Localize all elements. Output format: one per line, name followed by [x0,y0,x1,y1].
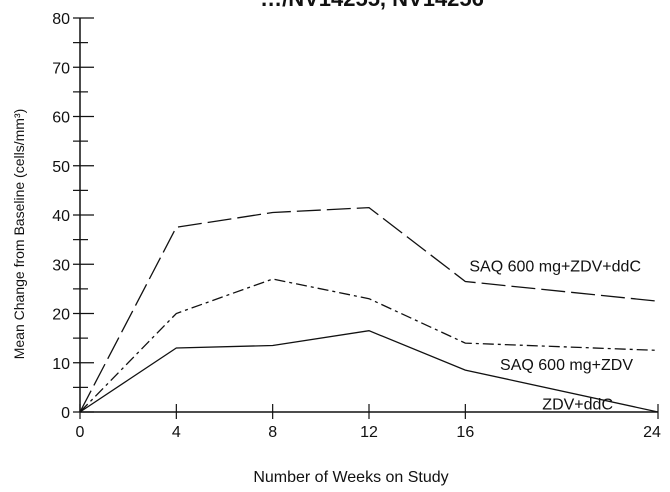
chart-title: …/NV14255, NV14256 [260,0,484,11]
x-tick-label: 16 [456,424,474,441]
x-tick-label: 24 [643,424,661,441]
series-label-2: SAQ 600 mg+ZDV [500,357,633,374]
y-tick-label: 80 [52,11,70,28]
y-tick-label: 20 [52,307,70,324]
y-tick-label: 70 [52,60,70,77]
y-tick-label: 50 [52,159,70,176]
series-labels: SAQ 600 mg+ZDV+ddC SAQ 600 mg+ZDV ZDV+ddC [469,259,641,414]
y-tick-label: 60 [52,110,70,127]
series-line-2 [79,278,659,413]
series-lines [79,206,659,413]
y-axis-label: Mean Change from Baseline (cells/mm³) [11,109,27,360]
series-line-1 [79,206,659,413]
x-tick-label: 8 [268,424,277,441]
series-label-1: SAQ 600 mg+ZDV+ddC [469,259,641,276]
x-tick-label: 12 [360,424,378,441]
x-tick-label: 4 [172,424,181,441]
y-tick-label: 10 [52,356,70,373]
series-line-3 [79,330,659,413]
axes: 0 10 20 30 40 50 60 70 80 0 4 8 12 16 24 [52,11,661,441]
x-axis-label: Number of Weeks on Study [253,469,448,486]
y-tick-label: 30 [52,257,70,274]
y-tick-label: 40 [52,208,70,225]
series-label-3: ZDV+ddC [542,397,613,414]
x-tick-label: 0 [76,424,85,441]
y-tick-label: 0 [61,405,70,422]
